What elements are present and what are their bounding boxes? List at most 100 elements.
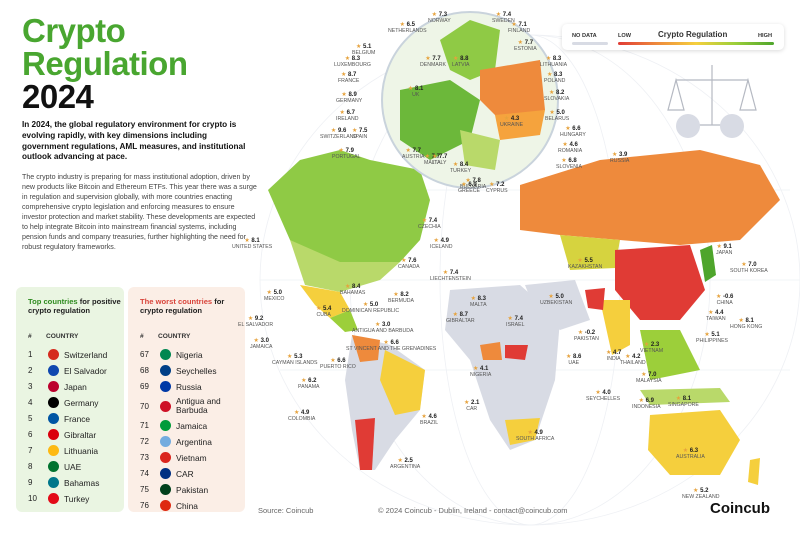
map-label: ★ 8.1 UNITED STATES — [232, 238, 272, 250]
worst-country-rank: 68 — [140, 366, 149, 375]
map-label: ★ 4.4 TAIWAN — [706, 310, 726, 322]
top-country-rank: 4 — [28, 398, 33, 407]
map-label-score: 7.2 — [496, 182, 505, 188]
map-label-country: INDONESIA — [632, 403, 661, 410]
star-icon: ★ — [424, 154, 432, 160]
map-label: ★ 6.6 ST VINCENT AND THE GRENADINES — [346, 340, 436, 352]
kazakhstan-region — [560, 235, 620, 270]
star-icon: ★ — [393, 292, 401, 298]
map-label-score: 8.8 — [460, 56, 469, 62]
map-label-country: SINGAPORE — [668, 401, 699, 408]
star-icon: ★ — [716, 294, 724, 300]
star-icon: ★ — [397, 458, 405, 464]
argentina-region — [355, 418, 375, 470]
map-label-score: 8.1 — [745, 318, 754, 324]
star-icon: ★ — [527, 430, 535, 436]
map-label-score: 5.3 — [294, 354, 303, 360]
star-icon: ★ — [641, 372, 649, 378]
map-label: ★ 5.3 CAYMAN ISLANDS — [272, 354, 317, 366]
star-icon: ★ — [638, 398, 646, 404]
map-label-country: BRAZIL — [420, 419, 439, 426]
map-label-country: CUBA — [316, 311, 331, 318]
legend-high: HIGH — [758, 33, 772, 39]
map-label-score: 8.3 — [351, 56, 361, 62]
map-label: ★ 4.6 ROMANIA — [558, 142, 582, 154]
top-country-country: Turkey — [64, 493, 90, 504]
worst-country-row: 69 Russia — [140, 379, 202, 394]
map-label-country: BELARUS — [545, 115, 570, 122]
map-label: ★ 6.8 SLOVENIA — [556, 158, 582, 170]
star-icon: ★ — [433, 238, 441, 244]
top-card-hash-header: # — [28, 333, 32, 340]
map-label-country: JAPAN — [716, 249, 733, 256]
map-label-score: 4.9 — [440, 238, 449, 244]
worst-card-title-highlight: The worst countries — [140, 297, 213, 306]
star-icon: ★ — [577, 330, 585, 336]
flag-icon — [48, 461, 59, 472]
map-label-country: FRANCE — [338, 77, 360, 84]
star-icon: ★ — [401, 258, 409, 264]
map-label-country: KAZAKHSTAN — [568, 263, 603, 270]
map-label-country: DENMARK — [420, 61, 446, 68]
map-label: ★ 9.6 SWITZERLAND — [320, 128, 357, 140]
flag-icon — [48, 365, 59, 376]
map-label-country: LITHUANIA — [540, 61, 568, 68]
flag-icon — [160, 500, 171, 511]
worst-country-rank: 67 — [140, 350, 149, 359]
map-label-country: SOUTH KOREA — [730, 267, 768, 274]
mexico-region — [300, 285, 350, 318]
footer-source: Source: Coincub — [258, 506, 314, 515]
map-label-score: 7.7 — [432, 56, 441, 62]
star-icon: ★ — [611, 152, 620, 158]
south-africa-region — [505, 418, 540, 445]
balkans-region — [460, 130, 500, 170]
map-label-score: 2.1 — [471, 400, 480, 406]
map-label-country: TURKEY — [450, 167, 472, 174]
map-label-country: NORWAY — [428, 17, 451, 24]
map-label-score: 7.7 — [431, 154, 440, 160]
top-country-country: Japan — [64, 381, 87, 392]
map-label: ★ 8.7 GIBRALTAR — [446, 312, 475, 324]
flag-icon — [48, 397, 59, 408]
map-label: ★ 8.3 MALTA — [470, 296, 487, 308]
map-label-country: SLOVAKIA — [544, 95, 570, 102]
star-icon: ★ — [287, 354, 295, 360]
map-label-score: 8.7 — [459, 312, 469, 318]
map-label: ★ 7.0 SOUTH KOREA — [730, 262, 768, 274]
map-label: ★ 8.4 TURKEY — [450, 162, 471, 174]
map-label-country: MALTA — [424, 159, 441, 166]
top-card-title-rest: for positive crypto regulation — [28, 297, 121, 316]
top-country-country: Lithuania — [64, 445, 98, 456]
worst-country-row: 67 Nigeria — [140, 347, 203, 362]
map-label-score: 4.6 — [569, 142, 578, 148]
map-label-score: 7.4 — [502, 12, 512, 18]
map-label-score: 9.2 — [254, 316, 264, 322]
title-year: 2024 — [22, 78, 94, 115]
top-country-row: 5 France — [28, 411, 90, 426]
top-country-rank: 5 — [28, 414, 33, 423]
map-label-country: CANADA — [398, 263, 420, 270]
map-label-country: ARGENTINA — [390, 463, 421, 470]
top-card-title: Top countries for positive crypto regula… — [28, 297, 128, 316]
map-label-score: 3.0 — [260, 338, 269, 344]
pakistan-region — [585, 288, 605, 310]
star-icon: ★ — [511, 22, 519, 28]
map-label: ★ 7.4 ISRAEL — [506, 316, 524, 328]
top-countries-card: Top countries for positive crypto regula… — [16, 287, 124, 512]
worst-country-rank: 75 — [140, 485, 149, 494]
map-label-country: PAKISTAN — [574, 335, 599, 342]
map-label-country: NEW ZEALAND — [682, 493, 720, 500]
map-label-country: VIETNAM — [640, 347, 664, 354]
top-country-row: 10 Turkey — [28, 491, 89, 506]
map-label: ★ 7.7 ITALY — [432, 154, 447, 166]
star-icon: ★ — [408, 86, 416, 92]
worst-country-rank: 76 — [140, 501, 149, 510]
star-icon: ★ — [548, 90, 556, 96]
map-label: ★ 5.1 PHILIPPINES — [696, 332, 728, 344]
flag-icon — [160, 468, 171, 479]
star-icon: ★ — [362, 302, 370, 308]
map-label: ★ -0.6 CHINA — [716, 294, 733, 306]
flag-icon — [160, 349, 171, 360]
legend-no-data: NO DATA — [572, 33, 597, 39]
worst-country-rank: 71 — [140, 421, 149, 430]
